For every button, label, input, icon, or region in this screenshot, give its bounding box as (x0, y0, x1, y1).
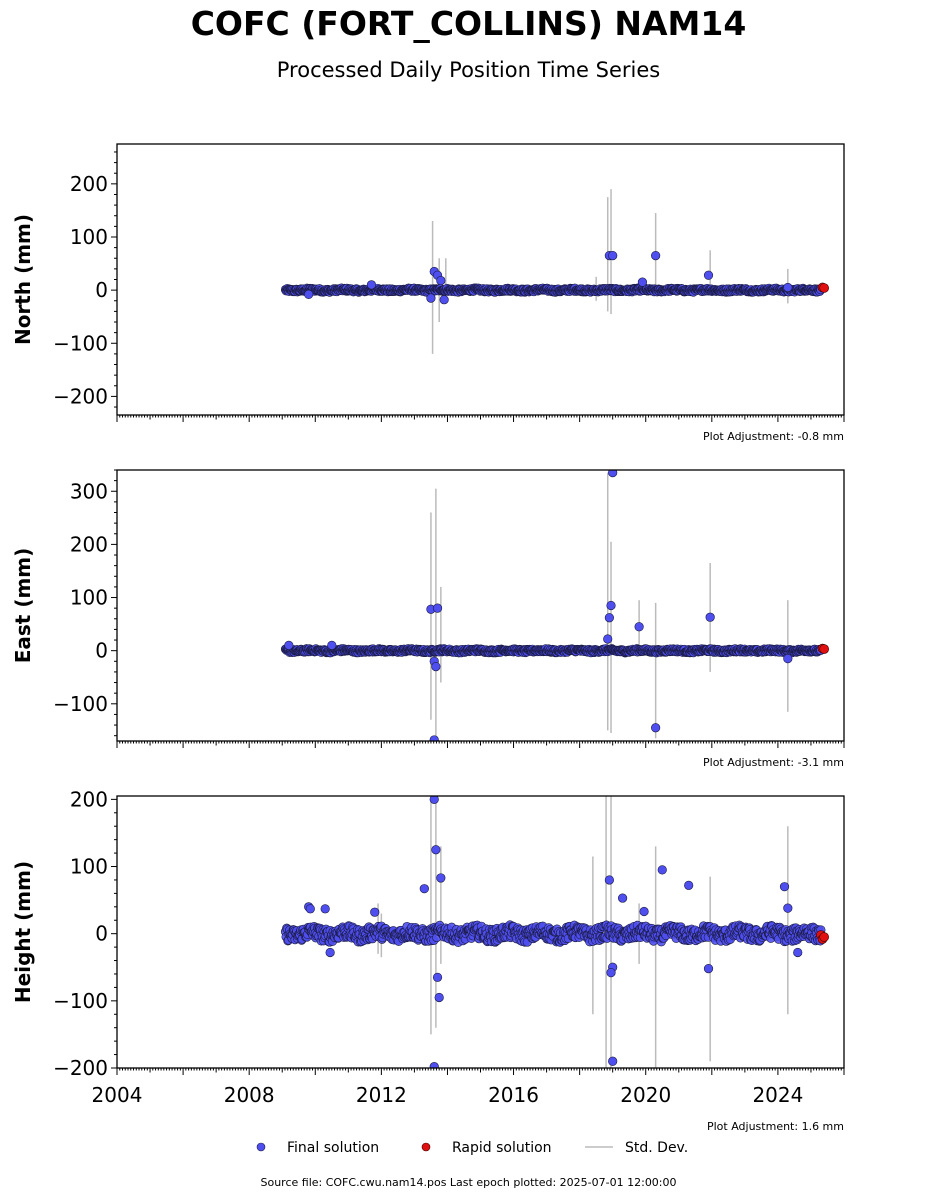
plot-adjustment-label: Plot Adjustment: -0.8 mm (703, 430, 844, 443)
rapid-point (819, 932, 829, 942)
x-tick-label: 2004 (92, 1083, 143, 1107)
final-point (634, 622, 644, 632)
final-point (304, 289, 314, 299)
y-axis-label: North (mm) (11, 214, 35, 345)
final-point (637, 277, 648, 287)
final-point (793, 947, 803, 958)
x-tick-label: 2016 (488, 1083, 539, 1107)
y-tick-label: −100 (53, 989, 108, 1013)
final-point (305, 904, 315, 914)
final-point (436, 873, 446, 883)
final-point (608, 470, 618, 478)
final-point (703, 964, 714, 974)
final-point (431, 662, 441, 672)
final-point (608, 250, 618, 261)
y-axis-label: East (mm) (11, 548, 35, 664)
chart-title: COFC (FORT_COLLINS) NAM14 (190, 4, 747, 43)
y-tick-label: 0 (95, 922, 108, 946)
y-axis-label: Height (mm) (11, 861, 35, 1003)
final-point (604, 875, 614, 885)
y-tick-label: 100 (70, 586, 108, 610)
legend: Final solution Rapid solution Std. Dev. (256, 1140, 688, 1156)
panel-1: −200 −100 0 100 200 North (mm) Plot Adjustment… (11, 143, 845, 443)
x-tick-label: 2008 (224, 1083, 275, 1107)
final-point (431, 845, 441, 855)
final-point (783, 282, 793, 293)
final-point (657, 865, 667, 875)
panel-3: −200 −100 0 100 200 2004 2008 2012 2016 2020 2024 H… (11, 787, 845, 1133)
final-point (429, 1062, 439, 1068)
final-point (366, 280, 377, 290)
final-point (327, 640, 337, 650)
final-point (370, 907, 380, 917)
final-point (429, 735, 439, 741)
final-point (439, 295, 449, 305)
final-point (651, 250, 661, 261)
final-point (639, 906, 649, 917)
legend-rapid-label: Rapid solution (452, 1140, 552, 1156)
y-tick-label: −100 (53, 331, 108, 355)
y-tick-label: 200 (70, 787, 108, 811)
final-point (779, 882, 790, 892)
source-footer: Source file: COFC.cwu.nam14.pos Last epo… (260, 1176, 677, 1189)
rapid-point (819, 644, 829, 654)
legend-final-label: Final solution (287, 1140, 379, 1156)
plot-area (280, 796, 829, 1068)
final-point (684, 880, 694, 890)
y-tick-label: 0 (95, 639, 108, 663)
x-tick-label: 2024 (752, 1083, 803, 1107)
final-point (617, 893, 628, 903)
rapid-point (819, 283, 829, 293)
final-point (705, 612, 715, 622)
final-point (325, 947, 335, 958)
final-point (783, 903, 793, 913)
final-point (783, 654, 793, 664)
final-point (434, 992, 444, 1003)
final-point (429, 796, 439, 804)
x-tick-label: 2020 (620, 1083, 671, 1107)
y-tick-label: −200 (53, 384, 108, 408)
final-point (604, 613, 614, 623)
axes-frame (116, 469, 845, 742)
final-point (703, 270, 714, 280)
y-tick-label: 200 (70, 532, 108, 556)
panel-2: −100 0 100 200 300 East (mm) Plot Adjustment: … (11, 469, 845, 769)
y-tick-label: 100 (70, 225, 108, 249)
final-point (419, 884, 429, 894)
plot-area (280, 189, 829, 354)
final-point (606, 600, 616, 611)
legend-final-marker (256, 1142, 266, 1152)
final-point (608, 1056, 618, 1066)
final-point (432, 603, 443, 613)
final-point (606, 968, 616, 978)
final-point (432, 972, 443, 982)
final-point (284, 640, 294, 650)
y-tick-label: 300 (70, 479, 108, 503)
plot-area (280, 470, 829, 741)
y-tick-label: 200 (70, 172, 108, 196)
final-point (426, 293, 436, 303)
legend-rapid-marker (421, 1142, 431, 1152)
final-point (320, 904, 330, 914)
plot-adjustment-label: Plot Adjustment: -3.1 mm (703, 756, 844, 769)
y-tick-label: 0 (95, 278, 108, 302)
final-point (603, 634, 613, 644)
y-tick-label: −200 (53, 1056, 108, 1080)
legend-std-label: Std. Dev. (625, 1140, 688, 1156)
final-point (651, 723, 661, 733)
x-tick-label: 2012 (356, 1083, 407, 1107)
final-point (436, 275, 446, 286)
chart-subtitle: Processed Daily Position Time Series (276, 58, 661, 82)
plot-adjustment-label: Plot Adjustment: 1.6 mm (707, 1120, 844, 1133)
y-tick-label: 100 (70, 855, 108, 879)
axes-frame (116, 143, 845, 416)
y-tick-label: −100 (53, 692, 108, 716)
